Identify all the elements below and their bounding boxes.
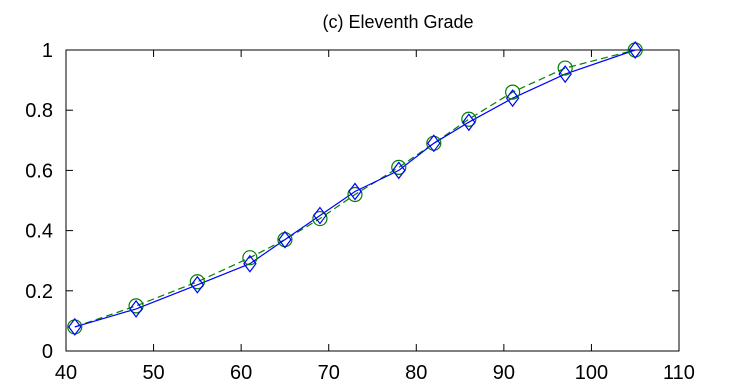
- x-tick-label: 60: [230, 362, 252, 384]
- y-tick-label: 0.6: [25, 160, 53, 182]
- circle-marker: [391, 159, 407, 175]
- x-tick-label: 90: [493, 362, 515, 384]
- diamond-marker: [278, 230, 292, 249]
- circle-marker: [505, 84, 521, 100]
- series-lines: [74, 49, 636, 328]
- diamond-marker: [392, 161, 406, 180]
- x-tick-label: 110: [663, 362, 695, 384]
- x-tick-label: 80: [405, 362, 427, 384]
- x-tick-label: 70: [318, 362, 340, 384]
- circle-marker: [347, 186, 363, 203]
- x-tick-label: 50: [142, 362, 164, 384]
- series-line-2: [74, 49, 636, 328]
- diamond-marker: [628, 41, 642, 59]
- circle-marker: [128, 298, 144, 314]
- x-tick-label: 40: [55, 362, 77, 384]
- circle-marker: [461, 111, 477, 127]
- circle-marker: [189, 274, 205, 290]
- axis-tick-labels: 40 50 60 70 80 90 100 110 0 0.2 0.4 0.6 0.8 1: [25, 40, 695, 384]
- diamond-marker: [348, 182, 362, 201]
- diamond-marker: [462, 113, 476, 132]
- y-tick-label: 0: [42, 341, 53, 363]
- diamond-marker: [190, 275, 205, 294]
- diamond-marker: [243, 254, 257, 273]
- diamond-marker: [313, 206, 327, 225]
- chart-title: (c) Eleventh Grade: [322, 12, 473, 32]
- x-tick-label: 100: [575, 362, 608, 384]
- y-tick-label: 1: [42, 40, 53, 62]
- diamond-marker: [558, 65, 572, 84]
- axis-ticks: [65, 49, 680, 352]
- diamond-marker: [505, 89, 520, 108]
- circle-marker: [312, 210, 328, 227]
- y-tick-label: 0.8: [25, 100, 53, 122]
- circle-marker: [242, 250, 258, 266]
- plot-frame: [65, 49, 680, 352]
- circle-marker: [627, 42, 643, 58]
- circle-marker: [67, 319, 83, 335]
- y-tick-label: 0.4: [25, 221, 53, 243]
- circle-marker: [557, 60, 573, 76]
- y-tick-label: 0.2: [25, 281, 53, 303]
- diamond-marker: [427, 134, 441, 153]
- diamond-marker: [68, 317, 82, 336]
- series-markers: [67, 41, 643, 336]
- diamond-marker: [129, 299, 143, 318]
- series-line-1: [74, 49, 636, 328]
